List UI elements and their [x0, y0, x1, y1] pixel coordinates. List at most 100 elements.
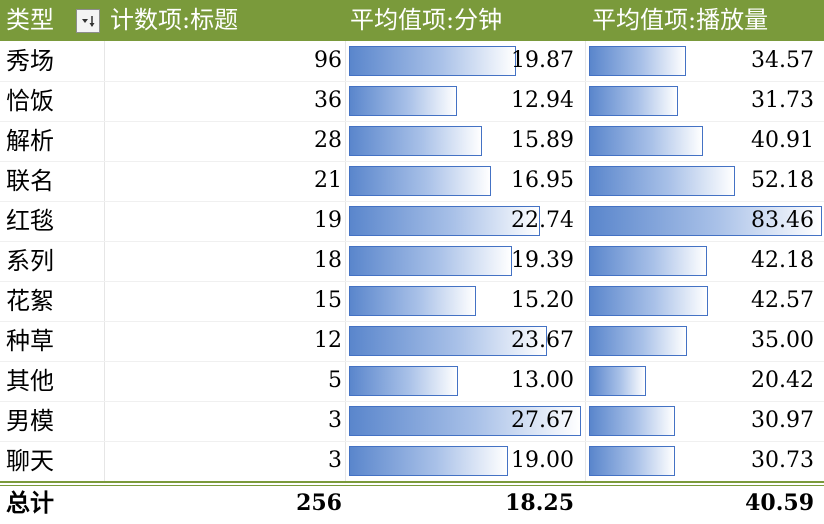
table-row[interactable]: 男模 3 27.67 30.97: [0, 401, 824, 441]
row-plays: 40.91: [751, 128, 814, 153]
table-row[interactable]: 种草 12 23.67 35.00: [0, 321, 824, 361]
row-minutes: 19.87: [511, 48, 574, 73]
table-row[interactable]: 聊天 3 19.00 30.73: [0, 441, 824, 481]
row-plays: 30.73: [751, 448, 814, 473]
total-plays: 40.59: [745, 490, 814, 516]
total-count: 256: [296, 490, 342, 516]
sort-filter-icon: [82, 16, 95, 27]
table-row[interactable]: 解析 28 15.89 40.91: [0, 121, 824, 161]
row-type: 系列: [6, 247, 54, 275]
minutes-data-bar: [349, 286, 476, 316]
header-type: 类型: [6, 6, 54, 34]
total-minutes: 18.25: [505, 490, 574, 516]
plays-data-bar: [589, 366, 646, 396]
row-plays: 34.57: [751, 48, 814, 73]
plays-data-bar: [589, 406, 675, 436]
row-plays: 52.18: [751, 168, 814, 193]
row-minutes: 15.20: [511, 288, 574, 313]
total-border: [0, 481, 824, 483]
minutes-data-bar: [349, 206, 540, 236]
header-count: 计数项:标题: [110, 6, 239, 34]
row-plays: 20.42: [751, 368, 814, 393]
row-minutes: 13.00: [511, 368, 574, 393]
minutes-data-bar: [349, 126, 482, 156]
grid-line: [0, 401, 824, 402]
minutes-data-bar: [349, 46, 516, 76]
total-row[interactable]: 总计 256 18.25 40.59: [0, 483, 824, 523]
pivot-header: 类型 计数项:标题 平均值项:分钟 平均值项:播放量: [0, 0, 824, 41]
row-type: 秀场: [6, 47, 54, 75]
grid-line: [0, 201, 824, 202]
grid-line: [585, 41, 586, 481]
row-minutes: 12.94: [511, 88, 574, 113]
row-count: 15: [314, 288, 342, 313]
row-count: 3: [328, 408, 342, 433]
row-count: 36: [314, 88, 342, 113]
plays-data-bar: [589, 246, 707, 276]
minutes-data-bar: [349, 326, 547, 356]
row-count: 19: [314, 208, 342, 233]
filter-dropdown-button[interactable]: [76, 9, 100, 33]
row-plays: 42.18: [751, 248, 814, 273]
plays-data-bar: [589, 446, 675, 476]
plays-data-bar: [589, 206, 822, 236]
row-plays: 42.57: [751, 288, 814, 313]
row-count: 28: [314, 128, 342, 153]
row-minutes: 27.67: [511, 408, 574, 433]
grid-line: [0, 321, 824, 322]
row-minutes: 23.67: [511, 328, 574, 353]
row-type: 联名: [6, 167, 54, 195]
row-count: 21: [314, 168, 342, 193]
row-minutes: 15.89: [511, 128, 574, 153]
row-count: 12: [314, 328, 342, 353]
minutes-data-bar: [349, 86, 457, 116]
row-count: 3: [328, 448, 342, 473]
grid-line: [0, 241, 824, 242]
minutes-data-bar: [349, 406, 581, 436]
row-type: 红毯: [6, 207, 54, 235]
table-row[interactable]: 恰饭 36 12.94 31.73: [0, 81, 824, 121]
table-row[interactable]: 联名 21 16.95 52.18: [0, 161, 824, 201]
grid-line: [0, 81, 824, 82]
grid-line: [0, 121, 824, 122]
plays-data-bar: [589, 86, 678, 116]
minutes-data-bar: [349, 246, 512, 276]
plays-data-bar: [589, 286, 708, 316]
row-plays: 35.00: [751, 328, 814, 353]
row-type: 聊天: [6, 447, 54, 475]
table-row[interactable]: 其他 5 13.00 20.42: [0, 361, 824, 401]
grid-line: [345, 41, 346, 481]
minutes-data-bar: [349, 446, 508, 476]
row-count: 18: [314, 248, 342, 273]
plays-data-bar: [589, 166, 735, 196]
row-type: 花絮: [6, 287, 54, 315]
row-type: 恰饭: [6, 87, 54, 115]
grid-line: [0, 161, 824, 162]
grid-line: [104, 41, 105, 481]
minutes-data-bar: [349, 366, 458, 396]
table-row[interactable]: 系列 18 19.39 42.18: [0, 241, 824, 281]
row-plays: 30.97: [751, 408, 814, 433]
row-minutes: 22.74: [511, 208, 574, 233]
grid-line: [0, 281, 824, 282]
row-type: 种草: [6, 327, 54, 355]
row-type: 其他: [6, 367, 54, 395]
grid-line: [0, 441, 824, 442]
header-minutes: 平均值项:分钟: [350, 6, 503, 34]
row-count: 5: [328, 368, 342, 393]
plays-data-bar: [589, 46, 686, 76]
minutes-data-bar: [349, 166, 491, 196]
header-plays: 平均值项:播放量: [592, 6, 769, 34]
table-row[interactable]: 秀场 96 19.87 34.57: [0, 41, 824, 81]
row-minutes: 16.95: [511, 168, 574, 193]
row-minutes: 19.39: [511, 248, 574, 273]
row-count: 96: [314, 48, 342, 73]
grid-line: [0, 361, 824, 362]
plays-data-bar: [589, 126, 703, 156]
total-label: 总计: [6, 488, 54, 517]
plays-data-bar: [589, 326, 687, 356]
row-minutes: 19.00: [511, 448, 574, 473]
table-row[interactable]: 红毯 19 22.74 83.46: [0, 201, 824, 241]
table-row[interactable]: 花絮 15 15.20 42.57: [0, 281, 824, 321]
total-border: [0, 485, 824, 486]
